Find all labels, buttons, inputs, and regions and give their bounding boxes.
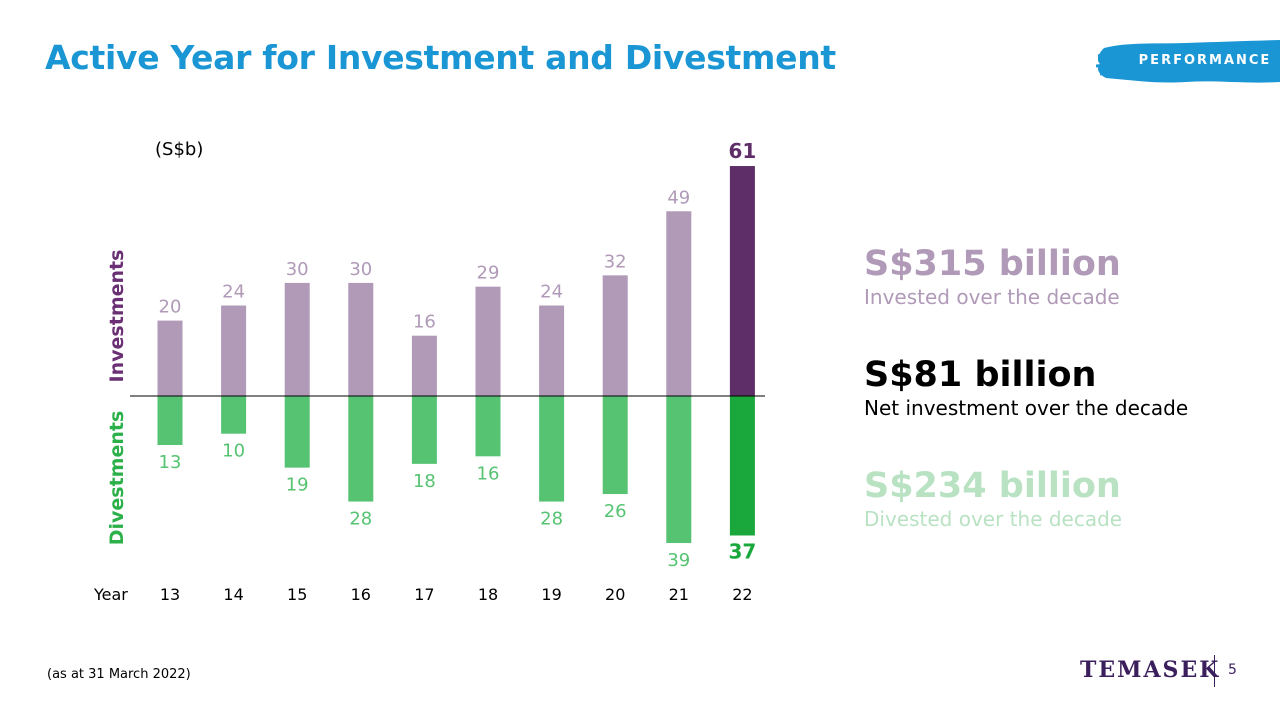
data-label-divestment-13: 13 bbox=[159, 452, 182, 473]
data-label-investment-16: 30 bbox=[349, 259, 372, 280]
bar-divestment-21 bbox=[666, 396, 692, 544]
temasek-logo: TEMASEK bbox=[1080, 657, 1221, 683]
summary-net: S$81 billion Net investment over the dec… bbox=[864, 355, 1188, 420]
data-label-divestment-18: 16 bbox=[477, 463, 500, 484]
bar-investment-18 bbox=[475, 286, 501, 396]
data-label-investment-21: 49 bbox=[667, 187, 690, 208]
bar-divestment-19 bbox=[539, 396, 565, 502]
bar-investment-19 bbox=[539, 305, 565, 396]
x-tick-label-15: 15 bbox=[287, 585, 307, 604]
x-tick-label-18: 18 bbox=[478, 585, 498, 604]
bar-divestment-18 bbox=[475, 396, 501, 457]
bar-investment-16 bbox=[348, 282, 374, 396]
data-label-divestment-14: 10 bbox=[222, 441, 245, 462]
data-label-investment-17: 16 bbox=[413, 312, 436, 333]
data-label-divestment-21: 39 bbox=[667, 550, 690, 571]
summary-net-value: S$81 billion bbox=[864, 355, 1097, 395]
bar-investment-17 bbox=[411, 335, 437, 396]
data-label-investment-14: 24 bbox=[222, 282, 245, 303]
bar-divestment-17 bbox=[411, 396, 437, 464]
summary-divested-caption: Divested over the decade bbox=[864, 507, 1123, 531]
y-axis-label-investments: Investments bbox=[106, 250, 128, 383]
page-title: Active Year for Investment and Divestmen… bbox=[45, 38, 836, 77]
data-label-investment-18: 29 bbox=[477, 263, 500, 284]
data-label-divestment-22: 37 bbox=[728, 539, 756, 563]
x-tick-label-17: 17 bbox=[414, 585, 434, 604]
bar-divestment-16 bbox=[348, 396, 374, 502]
data-label-investment-22: 61 bbox=[728, 139, 756, 163]
data-label-investment-20: 32 bbox=[604, 251, 627, 272]
bar-divestment-14 bbox=[221, 396, 247, 434]
bar-investment-22 bbox=[729, 166, 755, 396]
footnote: (as at 31 March 2022) bbox=[47, 667, 191, 682]
logo-divider bbox=[1214, 655, 1215, 687]
brush-stroke-shape bbox=[1096, 40, 1280, 83]
bar-investment-21 bbox=[666, 211, 692, 396]
data-label-investment-13: 20 bbox=[159, 297, 182, 318]
x-tick-label-16: 16 bbox=[351, 585, 371, 604]
bar-divestment-15 bbox=[284, 396, 310, 468]
summary-divested-value: S$234 billion bbox=[864, 466, 1121, 506]
bar-investment-14 bbox=[221, 305, 247, 396]
data-label-divestment-16: 28 bbox=[349, 509, 372, 530]
y-axis-label-divestments: Divestments bbox=[106, 411, 128, 546]
x-tick-label-21: 21 bbox=[669, 585, 689, 604]
page-number: 5 bbox=[1228, 662, 1237, 678]
bar-divestment-13 bbox=[157, 396, 183, 446]
data-label-divestment-19: 28 bbox=[540, 509, 563, 530]
summary-net-caption: Net investment over the decade bbox=[864, 396, 1189, 420]
data-label-divestment-15: 19 bbox=[286, 475, 309, 496]
summary-invested-value: S$315 billion bbox=[864, 244, 1121, 284]
x-tick-label-19: 19 bbox=[541, 585, 561, 604]
section-badge: PERFORMANCE bbox=[1096, 38, 1280, 84]
x-tick-label-20: 20 bbox=[605, 585, 625, 604]
bar-chart: 20 13 13 24 10 14 30 19 15 30 28 16 16 18 17 29 16 18 24 28… bbox=[93, 139, 765, 604]
unit-label: (S$b) bbox=[155, 139, 203, 160]
x-tick-label-14: 14 bbox=[223, 585, 243, 604]
x-tick-label-13: 13 bbox=[160, 585, 180, 604]
bar-investment-13 bbox=[157, 320, 183, 396]
summary-invested: S$315 billion Invested over the decade bbox=[864, 244, 1121, 309]
bar-investment-15 bbox=[284, 282, 310, 396]
x-tick-label-22: 22 bbox=[732, 585, 752, 604]
bar-divestment-22 bbox=[729, 396, 755, 536]
x-axis-title: Year bbox=[93, 585, 128, 604]
bar-investment-20 bbox=[602, 275, 628, 396]
data-label-divestment-17: 18 bbox=[413, 471, 436, 492]
badge-label: PERFORMANCE bbox=[1138, 53, 1272, 68]
summary-divested: S$234 billion Divested over the decade bbox=[864, 466, 1122, 531]
summary-invested-caption: Invested over the decade bbox=[864, 285, 1120, 309]
bar-divestment-20 bbox=[602, 396, 628, 495]
data-label-divestment-20: 26 bbox=[604, 501, 627, 522]
data-label-investment-15: 30 bbox=[286, 259, 309, 280]
data-label-investment-19: 24 bbox=[540, 282, 563, 303]
